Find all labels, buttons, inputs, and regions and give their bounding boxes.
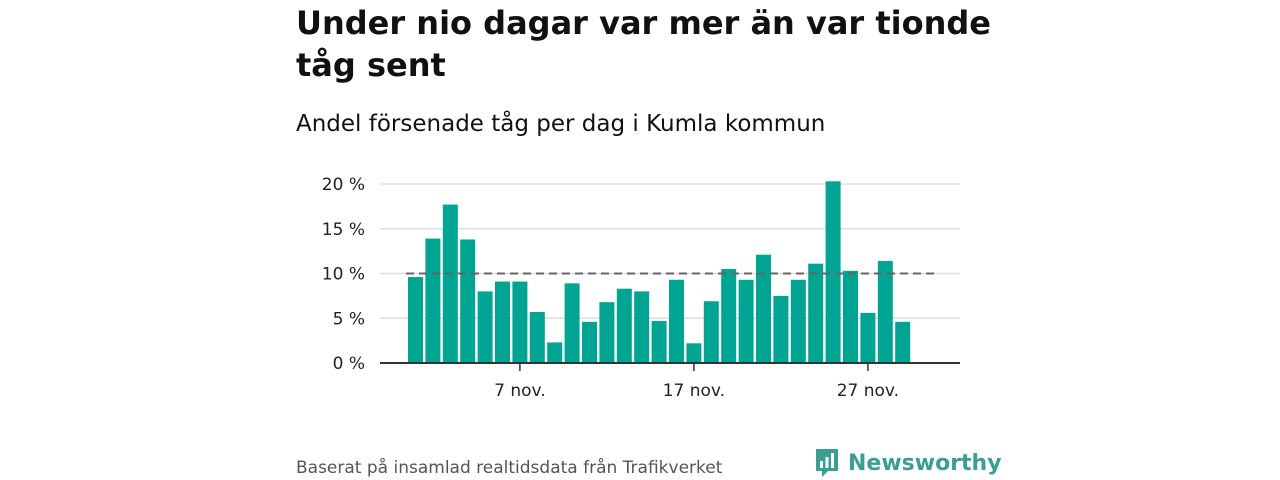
bar: [703, 301, 719, 363]
bar: [442, 204, 458, 363]
x-tick-label: 27 nov.: [837, 381, 899, 401]
bar: [651, 320, 667, 363]
bar: [460, 239, 476, 363]
y-tick-label: 20 %: [322, 175, 365, 195]
y-tick-label: 10 %: [322, 265, 365, 285]
bar: [843, 270, 858, 363]
bar: [686, 343, 702, 363]
logo-text: Newsworthy: [848, 450, 1002, 476]
bar: [860, 312, 876, 363]
bar: [547, 342, 563, 363]
bar: [877, 260, 893, 363]
bar: [738, 279, 754, 363]
bar: [721, 269, 737, 363]
bar: [495, 281, 510, 363]
bar: [895, 321, 911, 363]
newsworthy-logo-icon: [816, 449, 838, 477]
bar: [599, 302, 615, 363]
bar: [669, 279, 684, 363]
bar: [616, 288, 632, 363]
bar: [634, 291, 650, 363]
bar: [425, 238, 441, 363]
y-tick-label: 0 %: [333, 354, 365, 374]
bar: [790, 279, 806, 363]
chart-subtitle: Andel försenade tåg per dag i Kumla komm…: [296, 111, 826, 137]
bar: [564, 283, 580, 363]
x-tick-label: 17 nov.: [663, 381, 725, 401]
bar: [756, 254, 771, 363]
bar: [512, 281, 528, 363]
bar: [825, 181, 841, 363]
bar: [408, 277, 423, 363]
chart-title: Under nio dagar var mer än var tionde tå…: [296, 4, 991, 84]
y-tick-label: 5 %: [333, 309, 365, 329]
bar: [773, 295, 789, 363]
source-note: Baserat på insamlad realtidsdata från Tr…: [296, 458, 723, 478]
bar: [582, 321, 597, 363]
bar: [808, 263, 824, 363]
x-tick-label: 7 nov.: [494, 381, 546, 401]
bar: [477, 291, 493, 363]
newsworthy-logo: Newsworthy: [814, 446, 1002, 480]
bar: [529, 311, 545, 363]
y-tick-label: 15 %: [322, 220, 365, 240]
